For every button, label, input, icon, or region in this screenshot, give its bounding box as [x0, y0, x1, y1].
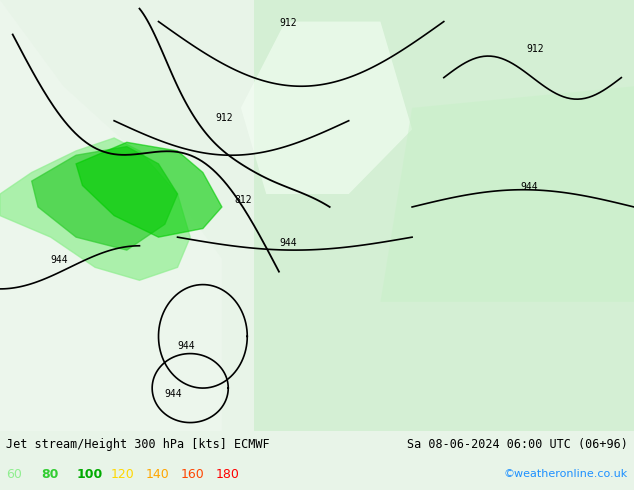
Polygon shape [32, 147, 178, 250]
Polygon shape [380, 86, 634, 302]
Text: 80: 80 [41, 467, 58, 481]
Text: 180: 180 [216, 467, 240, 481]
Text: 140: 140 [146, 467, 169, 481]
Text: 912: 912 [216, 113, 233, 122]
Polygon shape [0, 0, 222, 431]
Text: ©weatheronline.co.uk: ©weatheronline.co.uk [503, 469, 628, 479]
Text: 912: 912 [279, 18, 297, 28]
Text: Sa 08-06-2024 06:00 UTC (06+96): Sa 08-06-2024 06:00 UTC (06+96) [407, 438, 628, 451]
Text: 944: 944 [279, 238, 297, 248]
Polygon shape [254, 0, 634, 431]
Text: 944: 944 [520, 182, 538, 192]
Text: 944: 944 [178, 341, 195, 351]
Text: 944: 944 [165, 389, 183, 399]
Text: Jet stream/Height 300 hPa [kts] ECMWF: Jet stream/Height 300 hPa [kts] ECMWF [6, 438, 270, 451]
Text: 160: 160 [181, 467, 204, 481]
Polygon shape [76, 142, 222, 237]
Text: 60: 60 [6, 467, 22, 481]
Text: 944: 944 [51, 255, 68, 265]
Polygon shape [0, 138, 190, 280]
Text: 912: 912 [526, 44, 544, 54]
Text: 100: 100 [76, 467, 102, 481]
Polygon shape [241, 22, 412, 194]
Text: 120: 120 [111, 467, 134, 481]
Text: 812: 812 [235, 195, 252, 205]
